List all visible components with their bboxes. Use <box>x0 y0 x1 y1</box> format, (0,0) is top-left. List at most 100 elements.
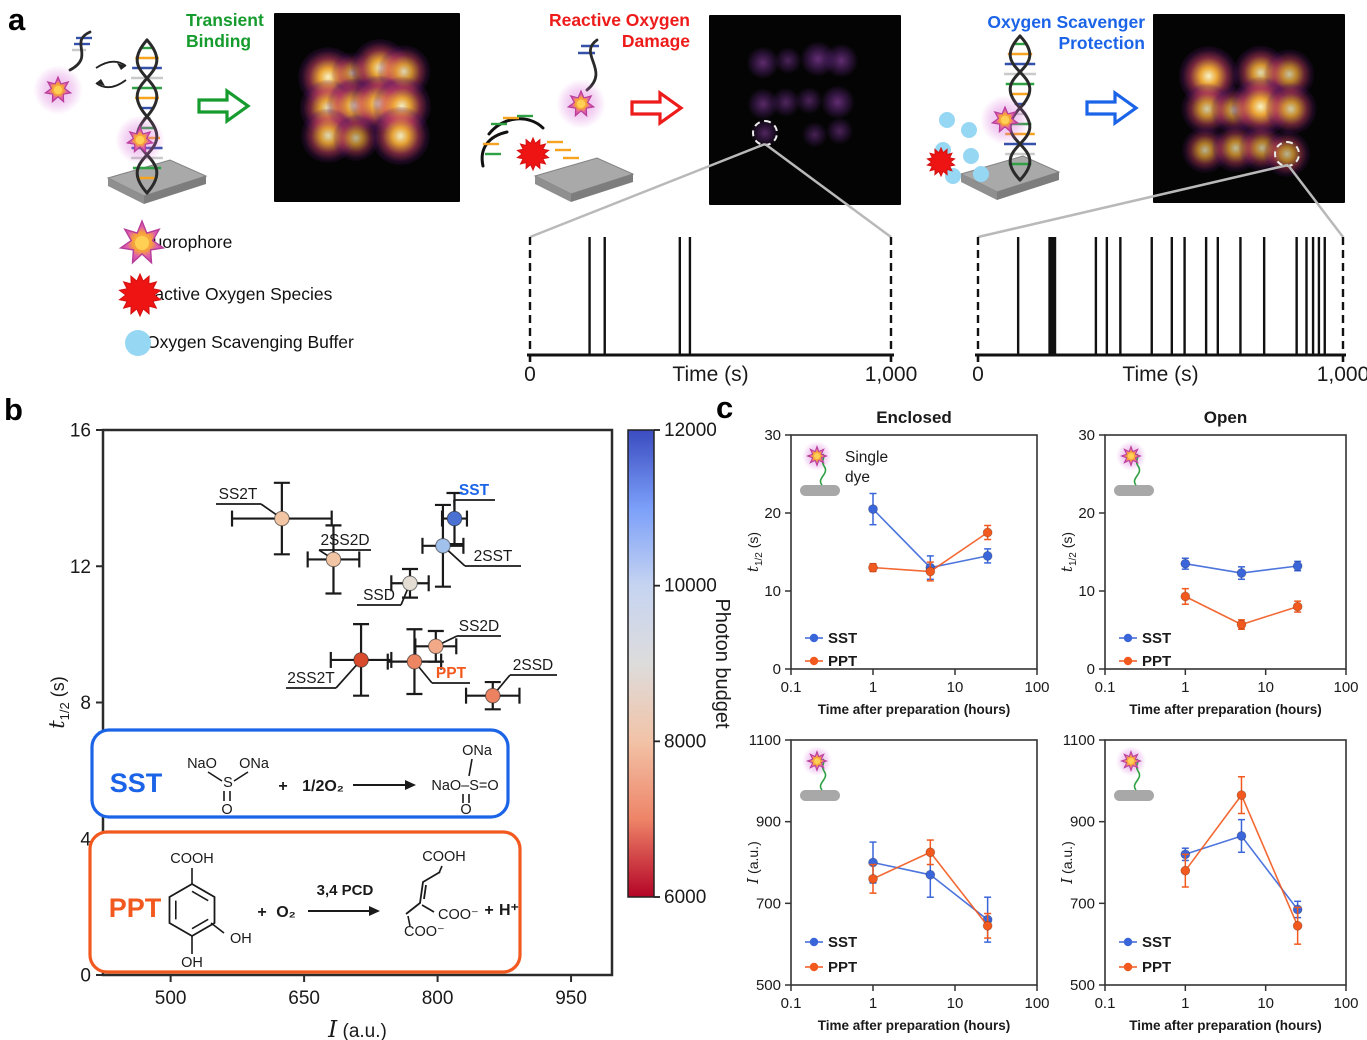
svg-text:SS2T: SS2T <box>219 486 258 503</box>
svg-text:COO⁻: COO⁻ <box>404 924 445 940</box>
svg-text:+: + <box>278 778 287 795</box>
svg-text:0: 0 <box>524 363 536 386</box>
data-point-PPT <box>982 527 993 538</box>
svg-text:950: 950 <box>555 988 587 1009</box>
svg-text:1,000: 1,000 <box>1317 363 1367 386</box>
line-chart-c-enclosed-intensity: 500 700 900 1100 0.1 1 10 100 Time after prepara… <box>744 732 1050 1033</box>
svg-text:2SST: 2SST <box>474 548 513 565</box>
svg-text:COOH: COOH <box>422 849 466 865</box>
data-point-PPT <box>1180 591 1191 602</box>
svg-text:SST: SST <box>1142 630 1171 647</box>
fluorescence-spot <box>332 114 379 161</box>
data-point-SST <box>1236 831 1247 841</box>
fluorescence-spot <box>771 87 801 118</box>
svg-text:SS2D: SS2D <box>459 618 500 635</box>
svg-text:I (a.u.): I (a.u.) <box>744 841 762 885</box>
svg-text:700: 700 <box>1070 895 1095 912</box>
photophysics-scatter-chart: 0 4 8 12 16 500 650 800 950 I (a.u.) t1/2 (s) SS2T 2… <box>45 420 733 1040</box>
data-point-PPT <box>1292 601 1303 612</box>
svg-text:100: 100 <box>1024 995 1049 1012</box>
svg-text:2SSD: 2SSD <box>513 657 554 674</box>
svg-text:100: 100 <box>1333 679 1358 696</box>
fluorescence-spot <box>824 43 859 78</box>
svg-text:1: 1 <box>1181 679 1189 696</box>
svg-text:2SS2T: 2SS2T <box>287 670 335 687</box>
svg-text:0.1: 0.1 <box>781 679 802 696</box>
single-dye-icon <box>800 441 840 496</box>
legend-label-buffer: Oxygen Scavenging Buffer <box>146 332 354 352</box>
svg-text:PPT: PPT <box>828 653 857 670</box>
svg-text:SST: SST <box>828 934 857 951</box>
svg-text:1100: 1100 <box>749 732 781 749</box>
line-chart-c-open-thalf: 0 10 20 30 0.1 1 10 100 Open Time after preparati… <box>1058 408 1359 717</box>
svg-text:2SS2D: 2SS2D <box>320 532 369 549</box>
svg-text:12: 12 <box>70 557 91 578</box>
svg-text:10: 10 <box>1257 679 1274 696</box>
data-point-SST <box>1292 561 1303 571</box>
svg-text:0: 0 <box>1087 661 1095 678</box>
green-block-arrow-icon <box>197 87 251 125</box>
zoom-target-circle <box>1274 140 1301 167</box>
blue-block-arrow-icon <box>1085 89 1139 127</box>
svg-text:0.1: 0.1 <box>781 995 802 1012</box>
svg-text:PPT: PPT <box>828 959 857 976</box>
reactive-oxygen-icon <box>118 272 162 317</box>
svg-text:10: 10 <box>764 583 781 600</box>
dna-damage-schematic <box>480 38 635 202</box>
reactive-oxygen-damage-title: Reactive Oxygen Damage <box>548 10 690 51</box>
svg-text:SSD: SSD <box>363 587 395 604</box>
svg-text:500: 500 <box>155 988 187 1009</box>
line-chart-c-enclosed-thalf: 0 10 20 30 0.1 1 10 100 Enclosed Time after prepa… <box>744 408 1050 717</box>
svg-text:+: + <box>257 904 266 921</box>
oxygen-buffer-icon <box>125 329 151 356</box>
data-point-PPT <box>982 920 993 931</box>
svg-text:COO⁻: COO⁻ <box>438 907 479 923</box>
transient-binding-title: Transient Binding <box>186 10 264 51</box>
single-dye-icon <box>1114 441 1154 496</box>
svg-text:NaO–S=O: NaO–S=O <box>431 778 498 794</box>
svg-text:10: 10 <box>947 995 964 1012</box>
legend-item-fluorophore: Fluorophore <box>116 218 232 265</box>
svg-text:ONa: ONa <box>239 756 270 772</box>
fluorescence-spot <box>794 86 823 115</box>
svg-text:12000: 12000 <box>664 420 717 441</box>
svg-text:SST: SST <box>828 630 857 647</box>
svg-text:10: 10 <box>1078 583 1095 600</box>
fluorescence-spot <box>1265 82 1317 135</box>
svg-text:I (a.u.): I (a.u.) <box>1058 841 1076 885</box>
data-point-PPT <box>925 566 936 577</box>
dna-transient-binding-schematic <box>33 30 208 204</box>
svg-text:8: 8 <box>80 693 91 714</box>
svg-text:10: 10 <box>947 679 964 696</box>
svg-text:500: 500 <box>756 977 781 994</box>
svg-text:1100: 1100 <box>1063 732 1095 749</box>
svg-text:Time after preparation (hours): Time after preparation (hours) <box>1129 702 1322 717</box>
fluorescence-spot <box>801 121 828 148</box>
svg-text:t1/2 (s): t1/2 (s) <box>45 676 72 729</box>
svg-text:Time (s): Time (s) <box>672 363 748 386</box>
data-point-PPT <box>925 847 936 858</box>
svg-text:Enclosed: Enclosed <box>876 408 952 427</box>
svg-text:S: S <box>223 775 233 791</box>
svg-text:16: 16 <box>70 421 91 442</box>
protection-intensity-trace: 0 Time (s) 1,000 <box>972 237 1367 386</box>
svg-text:650: 650 <box>288 988 320 1009</box>
data-point-SST <box>1236 568 1247 578</box>
svg-text:Time after preparation (hours): Time after preparation (hours) <box>1129 1018 1322 1033</box>
svg-text:10000: 10000 <box>664 576 717 597</box>
panel-a-label: a <box>8 2 26 37</box>
svg-text:1: 1 <box>869 679 877 696</box>
fluorescence-spot <box>820 85 855 120</box>
zoom-target-circle <box>751 119 778 146</box>
fluorescence-spot <box>746 45 780 80</box>
single-dye-icon <box>1114 746 1154 801</box>
svg-text:Time (s): Time (s) <box>1122 363 1198 386</box>
svg-text:PPT: PPT <box>436 665 467 682</box>
svg-text:SST: SST <box>1142 934 1171 951</box>
svg-text:500: 500 <box>1070 977 1095 994</box>
svg-text:Open: Open <box>1204 408 1247 427</box>
svg-text:0: 0 <box>80 966 91 987</box>
svg-text:20: 20 <box>764 505 781 522</box>
svg-text:O: O <box>460 802 471 818</box>
